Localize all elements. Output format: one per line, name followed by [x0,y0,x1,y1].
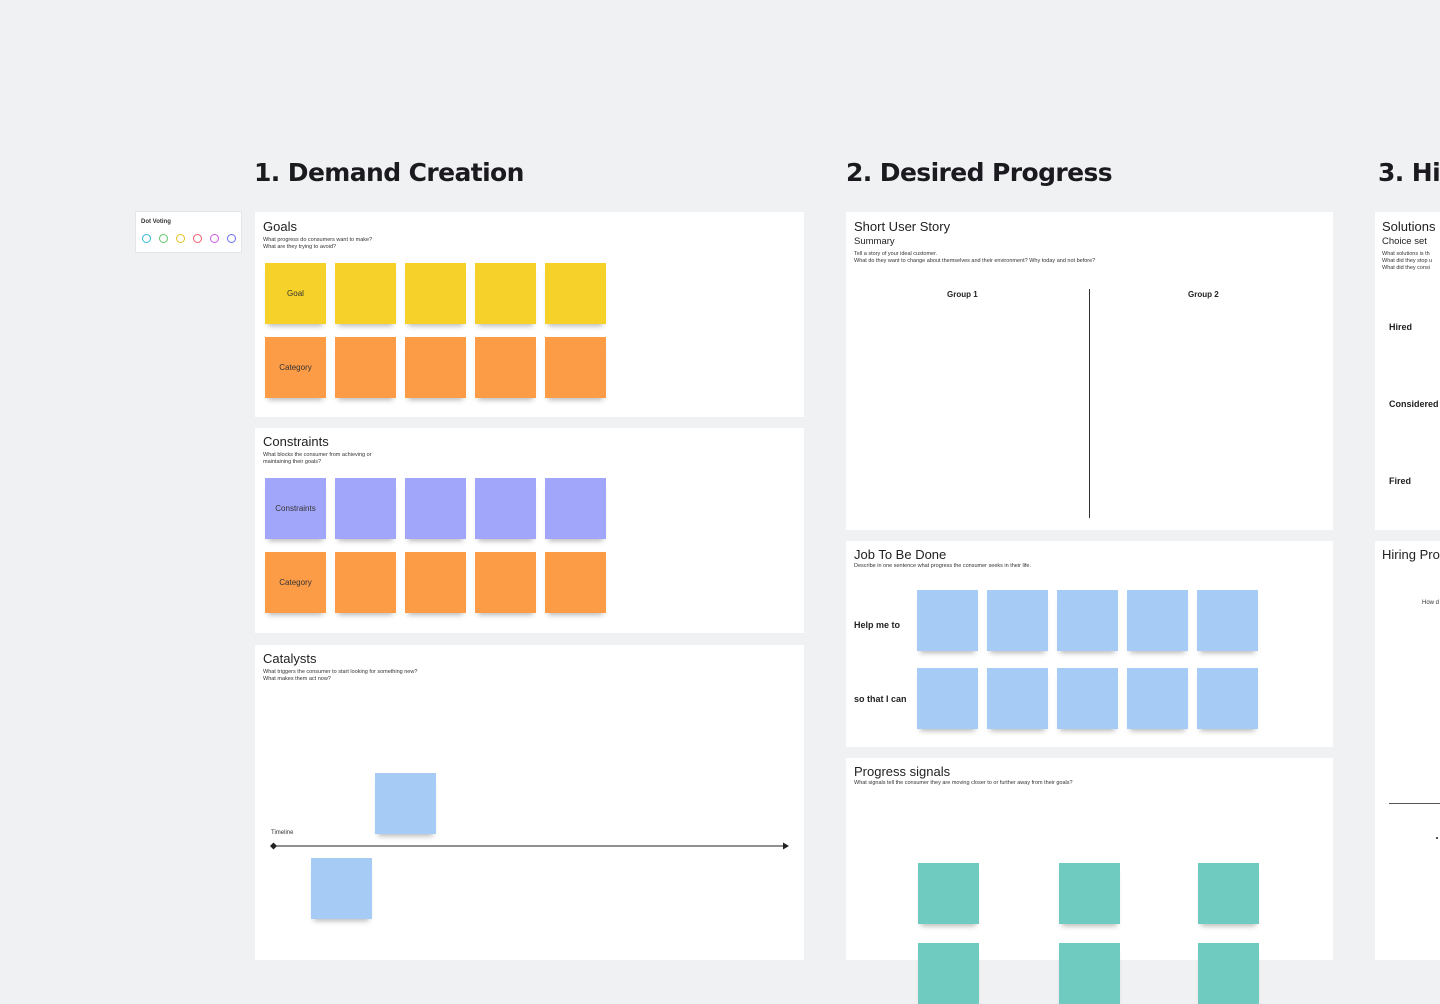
solutions-frame[interactable]: Solutions Choice set What solutions is t… [1375,212,1440,530]
hiring-divider-line [1389,803,1440,804]
short-user-story-frame[interactable]: Short User Story Summary Tell a story of… [846,212,1333,530]
sticky-note-constraints[interactable]: Constraints [265,478,326,539]
sticky-note[interactable] [1057,590,1118,651]
vote-dot-red[interactable] [193,234,202,243]
sticky-note[interactable] [545,478,606,539]
hiring-process-question: How d [1422,600,1440,606]
sticky-note-category[interactable]: Category [265,337,326,398]
dot-voting-widget[interactable]: Dot Voting [136,212,241,252]
timeline-arrow[interactable] [269,840,791,852]
constraints-description: What blocks the consumer from achieving … [263,452,372,465]
sticky-note[interactable] [987,590,1048,651]
goals-title: Goals [263,219,297,234]
catalysts-description: What triggers the consumer to start look… [263,669,418,682]
vote-dot-yellow[interactable] [176,234,185,243]
goals-description: What progress do consumers want to make?… [263,237,373,250]
hiring-process-title: Hiring Proc [1382,547,1440,562]
sticky-note[interactable] [475,552,536,613]
section-title-desired-progress: 2. Desired Progress [846,158,1113,187]
sticky-note[interactable] [918,943,979,1004]
sticky-note[interactable] [1127,668,1188,729]
choice-set-subtitle: Choice set [1382,236,1427,247]
group-2-label: Group 2 [1188,290,1219,299]
sticky-note[interactable] [405,478,466,539]
sticky-note[interactable] [917,590,978,651]
progress-signals-description: What signals tell the consumer they are … [854,780,1073,786]
constraints-title: Constraints [263,434,329,449]
sticky-note[interactable] [1197,668,1258,729]
sticky-note-category[interactable]: Category [265,552,326,613]
hiring-mark [1436,837,1438,839]
sticky-note[interactable] [405,337,466,398]
timeline-label: Timeline [271,830,294,836]
so-that-i-can-label: so that I can [854,694,907,704]
short-user-story-description: Tell a story of your ideal customer. Wha… [854,251,1096,264]
sticky-note[interactable] [1127,590,1188,651]
sticky-label: Category [279,578,312,587]
vote-dot-cyan[interactable] [142,234,151,243]
vote-dot-pink[interactable] [210,234,219,243]
sticky-note[interactable] [335,478,396,539]
progress-signals-frame[interactable]: Progress signals What signals tell the c… [846,758,1333,1004]
solutions-title: Solutions [1382,219,1436,234]
sticky-note[interactable] [1059,863,1120,924]
goals-frame[interactable]: Goals What progress do consumers want to… [255,212,804,417]
sticky-note[interactable] [1197,590,1258,651]
group-1-label: Group 1 [947,290,978,299]
sticky-note[interactable] [311,858,372,919]
vote-dot-purple[interactable] [227,234,236,243]
sticky-note[interactable] [917,668,978,729]
considered-label: Considered [1389,399,1439,409]
section-title-demand-creation: 1. Demand Creation [254,158,524,187]
sticky-note[interactable] [475,263,536,324]
sticky-note[interactable] [545,263,606,324]
section-title-hiring: 3. Hiri [1378,158,1440,187]
sticky-note[interactable] [475,478,536,539]
progress-signals-title: Progress signals [854,764,951,779]
sticky-note[interactable] [1057,668,1118,729]
summary-subtitle: Summary [854,236,895,247]
sticky-note[interactable] [545,552,606,613]
dot-voting-title: Dot Voting [141,219,171,225]
catalysts-frame[interactable]: Catalysts What triggers the consumer to … [255,645,804,960]
job-to-be-done-frame[interactable]: Job To Be Done Describe in one sentence … [846,541,1333,747]
sticky-note[interactable] [1198,943,1259,1004]
sticky-note[interactable] [405,263,466,324]
sticky-note[interactable] [475,337,536,398]
job-to-be-done-description: Describe in one sentence what progress t… [854,563,1032,569]
job-to-be-done-title: Job To Be Done [854,547,947,562]
short-user-story-title: Short User Story [854,219,951,234]
solutions-description: What solutions is th What did they stop … [1382,251,1433,271]
catalysts-title: Catalysts [263,651,317,666]
fired-label: Fired [1389,476,1412,486]
sticky-note[interactable] [335,263,396,324]
hired-label: Hired [1389,322,1413,332]
sticky-note[interactable] [1059,943,1120,1004]
sticky-note[interactable] [1198,863,1259,924]
sticky-note[interactable] [987,668,1048,729]
sticky-label: Goal [287,289,304,298]
group-divider [1089,289,1090,518]
sticky-label: Category [279,363,312,372]
sticky-note[interactable] [545,337,606,398]
sticky-note[interactable] [375,773,436,834]
help-me-to-label: Help me to [854,620,901,630]
sticky-note-goal[interactable]: Goal [265,263,326,324]
sticky-note[interactable] [335,552,396,613]
constraints-frame[interactable]: Constraints What blocks the consumer fro… [255,428,804,633]
sticky-note[interactable] [335,337,396,398]
sticky-note[interactable] [405,552,466,613]
hiring-process-frame[interactable]: Hiring Proc How d [1375,541,1440,960]
sticky-note[interactable] [918,863,979,924]
sticky-label: Constraints [275,504,316,513]
vote-dot-green[interactable] [159,234,168,243]
